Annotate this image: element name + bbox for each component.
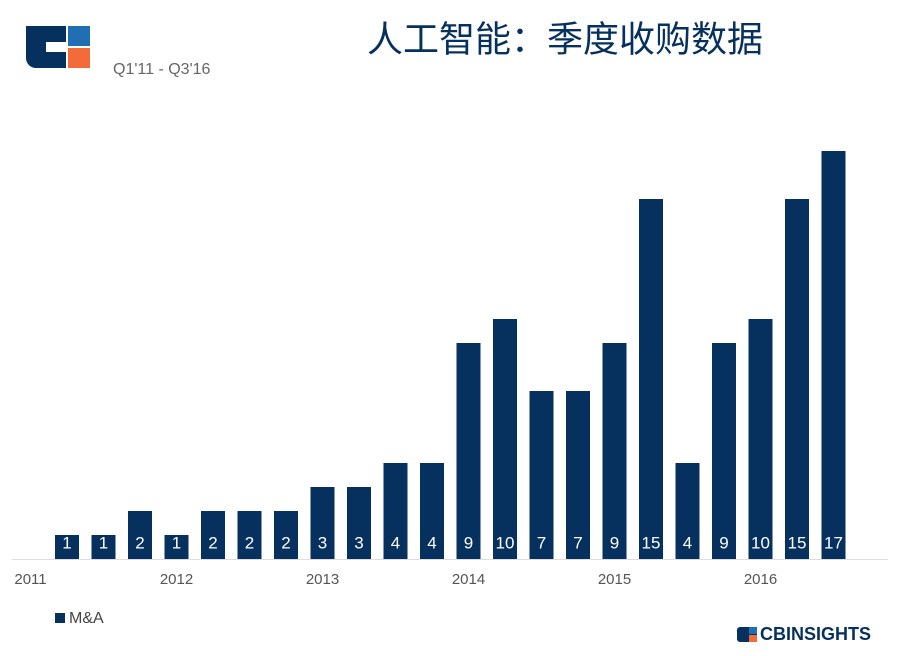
data-label: 4 [683, 533, 692, 552]
bar [128, 511, 152, 559]
bar [602, 343, 627, 559]
x-tick-label: 2016 [744, 571, 777, 588]
bar [55, 535, 79, 559]
data-label: 9 [719, 533, 728, 552]
x-tick-label: 2013 [306, 571, 339, 588]
bar [639, 199, 663, 559]
bar [821, 151, 846, 559]
data-label: 2 [281, 533, 290, 552]
data-label: 1 [99, 533, 108, 552]
bar [456, 343, 481, 559]
chart-subtitle: Q1'11 - Q3'16 [113, 61, 211, 78]
bar [748, 319, 773, 559]
bar [675, 463, 700, 559]
data-label: 7 [537, 533, 546, 552]
data-label: 2 [135, 533, 144, 552]
data-label: 15 [788, 533, 807, 552]
bar [237, 511, 262, 559]
bar [274, 511, 298, 559]
bar [91, 535, 116, 559]
data-label: 2 [208, 533, 217, 552]
logo [26, 26, 90, 68]
x-tick-label: 2014 [452, 571, 485, 588]
data-label: 9 [464, 533, 473, 552]
brand: CBINSIGHTS [760, 624, 871, 644]
bar [347, 487, 371, 559]
bar [712, 343, 736, 559]
data-label: 4 [391, 533, 400, 552]
data-label: 7 [573, 533, 582, 552]
bar [164, 535, 189, 559]
data-label: 3 [318, 533, 327, 552]
bar [493, 319, 517, 559]
chart-title: 人工智能：季度收购数据 [367, 19, 763, 60]
bar [566, 391, 590, 559]
data-label: 15 [642, 533, 661, 552]
x-tick-label: 2015 [598, 571, 631, 588]
data-label: 2 [245, 533, 254, 552]
bar [785, 199, 809, 559]
bar [383, 463, 408, 559]
bar [420, 463, 444, 559]
brand-logo [737, 627, 757, 642]
data-label: 9 [610, 533, 619, 552]
bar [529, 391, 554, 559]
data-label: 3 [354, 533, 363, 552]
bar [310, 487, 335, 559]
data-label: 1 [172, 533, 181, 552]
data-label: 1 [62, 533, 71, 552]
legend-swatch [55, 613, 65, 623]
x-tick-label: 2011 [14, 571, 46, 588]
data-label: 4 [427, 533, 436, 552]
x-tick-label: 2012 [160, 571, 193, 588]
data-label: 10 [751, 533, 770, 552]
bar [201, 511, 225, 559]
data-label: 17 [824, 533, 843, 552]
data-label: 10 [496, 533, 515, 552]
legend-label: M&A [69, 610, 104, 627]
